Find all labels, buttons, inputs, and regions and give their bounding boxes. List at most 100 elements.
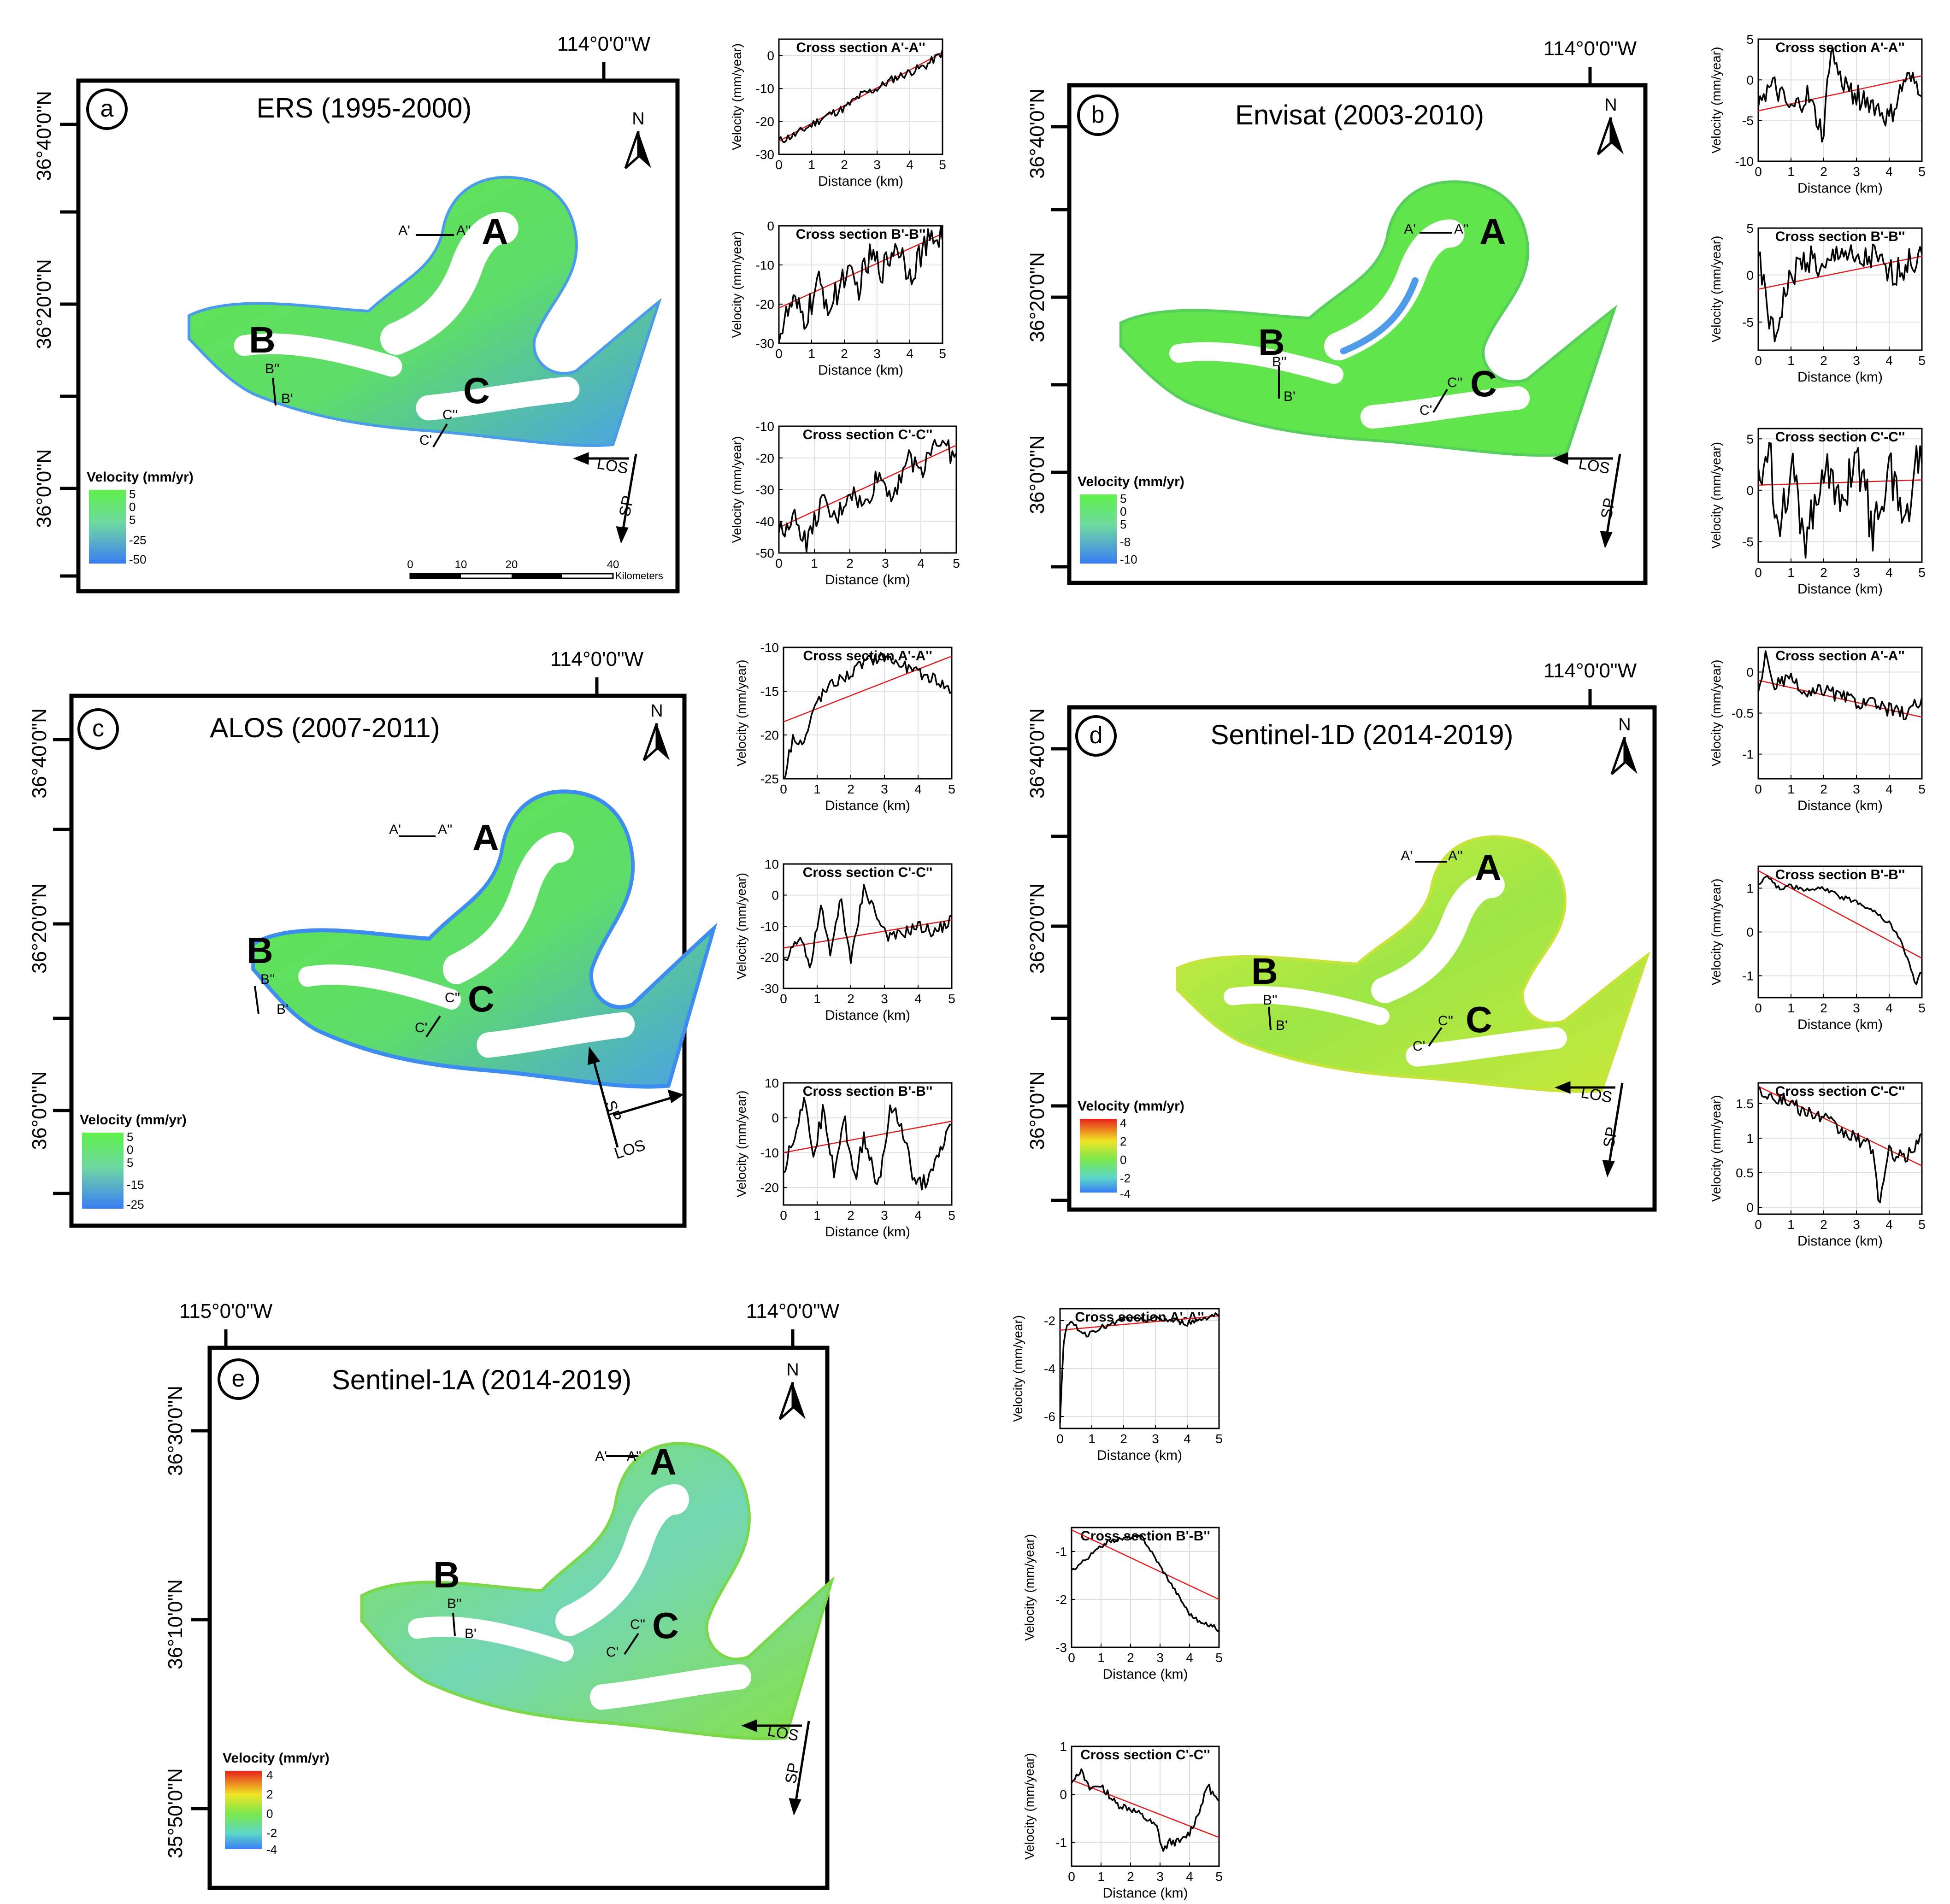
trend-line [1758,75,1922,112]
y-axis-label: Velocity (mm/year) [730,43,744,150]
x-tick-label: 4 [1885,353,1893,368]
lat-ticks [53,677,599,1195]
x-tick-label: 5 [948,992,955,1006]
x-tick-label: 0 [775,158,783,172]
y-axis-label: Velocity (mm/year) [1709,1095,1723,1202]
x-axis-label: Distance (km) [1797,798,1883,813]
cross-section-plot-e1: 0 1 2 3 4 5 -2 -4 -6 Distance (km) Velocity (mm/ye… [1011,1308,1223,1463]
y-axis-label: Velocity (mm/year) [1709,47,1723,154]
legend-tick: 5 [129,513,135,527]
x-tick-label: 0 [1755,1001,1762,1015]
label-b: B [1251,951,1278,992]
plot-title: Cross section B'-B'' [803,1084,932,1099]
velocity-profile-line [1757,47,1923,143]
x-tick-label: 3 [1156,1869,1164,1884]
label-c-prime: C' [415,1020,427,1035]
lat-ticks [1051,689,1592,1202]
plot-title: Cross section C'-C'' [803,865,932,880]
section-lines [254,835,441,1038]
x-tick-label: 0 [1755,782,1762,796]
lake-velocity-map [253,792,714,1087]
trend-line [778,233,943,309]
label-c-dprime: C'' [1447,375,1462,390]
sp-label: SP [1598,496,1619,520]
x-tick-label: 1 [1097,1869,1105,1884]
x-tick-label: 5 [948,1208,955,1222]
x-tick-label: 2 [841,158,848,172]
x-tick-label: 5 [939,347,946,361]
label-c-prime: C' [606,1645,619,1660]
velocity-profile-line [1758,875,1922,985]
velocity-profile-line [1757,650,1923,721]
lake-velocity-map [1178,837,1648,1092]
x-tick-label: 4 [906,158,913,172]
label-c-dprime: C'' [442,407,458,423]
legend-colorbar [225,1771,262,1849]
x-tick-label: 3 [873,158,881,172]
x-axis-label: Distance (km) [1797,1017,1883,1032]
cross-section-plot-c1: 0 1 2 3 4 5 -10 -15 -20 -25 Distance (km) Velocity … [734,641,955,813]
legend: Velocity (mm/yr) 4 2 0 -2 -4 [223,1751,330,1857]
label-c: C [468,978,495,1019]
plot-axes [778,38,943,155]
legend-tick: 0 [127,1143,133,1157]
section-lines [272,234,454,448]
legend-tick: -4 [1120,1187,1131,1201]
x-tick-label: 0 [1755,353,1762,368]
y-tick-label: 1 [1746,881,1754,896]
y-tick-label: -10 [756,258,774,272]
panel-letter-circle [1077,94,1119,136]
label-b-dprime: B'' [1272,354,1286,370]
plot-title: Cross section A'-A'' [1775,648,1904,664]
legend: Velocity (mm/yr) 5 0 5 -15 -25 [80,1112,187,1211]
x-tick-label: 4 [1885,1217,1893,1232]
lat-label-3: 36°0'0"N [1026,1071,1049,1150]
y-tick-label: 5 [1746,432,1754,446]
legend: Velocity (mm/yr) 5 0 5 -8 -10 [1078,474,1184,566]
label-a: A [650,1441,677,1482]
y-tick-label: -5 [1742,315,1754,329]
x-tick-label: 3 [881,782,888,796]
trend-line [783,919,952,949]
legend-title: Velocity (mm/yr) [1078,1099,1184,1114]
legend-tick: 2 [1120,1134,1126,1148]
lon-label: 114°0'0"W [557,33,651,55]
plot-title: Cross section A'-A'' [1775,40,1904,55]
x-tick-label: 2 [847,1208,854,1222]
legend-tick: 5 [127,1130,133,1144]
x-axis-label: Distance (km) [1797,181,1883,196]
x-tick-label: 1 [1787,1217,1795,1232]
x-tick-label: 5 [1918,565,1926,580]
cross-section-plot-d2: 0 1 2 3 4 5 1 0 -1 Distance (km) Velocity (mm/year… [1709,865,1926,1032]
y-axis-label: Velocity (mm/year) [1011,1315,1025,1422]
sp-label: SP [1600,1125,1621,1149]
x-tick-label: 4 [1885,1001,1893,1015]
label-b-prime: B' [281,391,293,406]
y-tick-label: 1 [1746,1131,1754,1146]
y-tick-label: 0 [1746,73,1754,87]
x-axis-label: Distance (km) [1797,1234,1883,1249]
legend-tick: 5 [1120,517,1126,531]
cross-section-plot-c2: 0 1 2 3 4 5 10 0 -10 -20 -30 Distance (km) Velocity … [734,857,955,1023]
x-tick-label: 0 [1068,1651,1075,1665]
north-arrow-label: N [786,1360,799,1380]
y-axis-label: Velocity (mm/year) [1709,879,1723,986]
x-tick-label: 0 [1755,565,1762,580]
label-c-dprime: C'' [630,1617,645,1632]
x-tick-label: 4 [914,782,922,796]
legend-tick: -2 [1120,1171,1131,1185]
trend-line [778,52,943,142]
x-tick-label: 5 [1918,353,1926,368]
plot-title: Cross section C'-C'' [1775,1084,1905,1099]
velocity-profile-line [783,1097,952,1191]
x-tick-label: 0 [1755,1217,1762,1232]
los-sp-arrows [741,1719,810,1816]
y-tick-label: -50 [756,546,774,560]
x-tick-label: 0 [775,556,783,570]
cross-section-plot-b1: 0 1 2 3 4 5 5 0 -5 -10 Distance (km) Velocity (mm/y… [1709,32,1926,196]
lat-label-2: 36°10'0"N [164,1579,187,1669]
y-axis-label: Velocity (mm/year) [1022,1534,1037,1641]
legend-tick: -15 [127,1178,144,1192]
lat-label-3: 36°0'0"N [28,1071,51,1150]
x-tick-label: 4 [1184,1432,1191,1446]
